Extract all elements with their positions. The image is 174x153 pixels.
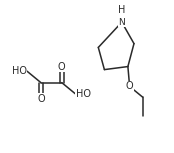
Text: O: O bbox=[126, 81, 133, 91]
Text: HO: HO bbox=[12, 66, 27, 76]
Text: H: H bbox=[118, 5, 125, 15]
Text: O: O bbox=[37, 94, 45, 104]
Text: O: O bbox=[58, 62, 66, 72]
Text: N: N bbox=[118, 18, 125, 27]
Text: HO: HO bbox=[76, 89, 91, 99]
